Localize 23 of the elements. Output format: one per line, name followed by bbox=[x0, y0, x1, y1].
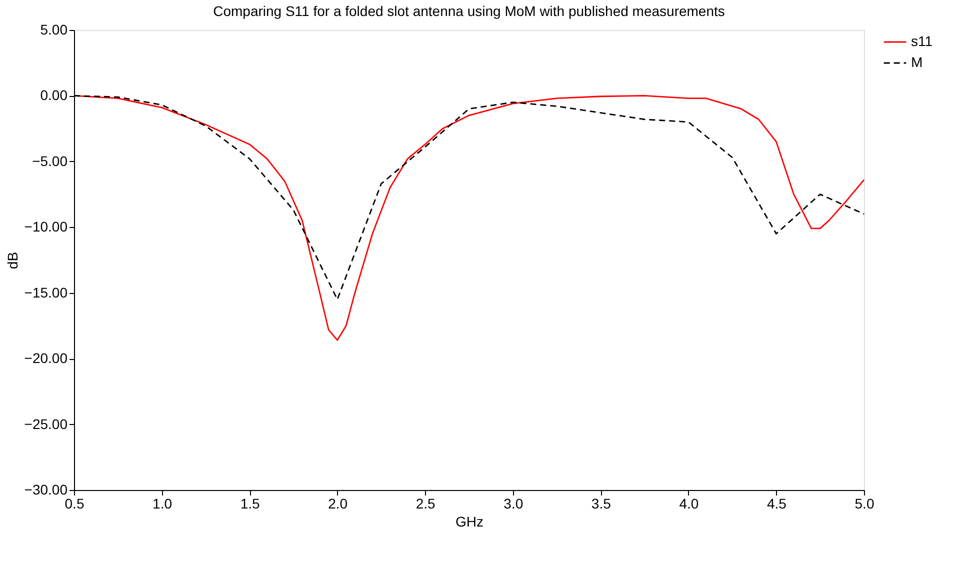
x-tick-label: 1.5 bbox=[240, 496, 260, 512]
x-tick-label: 3.0 bbox=[504, 496, 524, 512]
y-tick-label: −10.00 bbox=[24, 218, 68, 235]
x-tick-label: 4.0 bbox=[679, 496, 699, 512]
y-tick-label: 0.00 bbox=[40, 87, 68, 104]
legend-label: M bbox=[911, 54, 923, 70]
x-tick-label: 1.0 bbox=[152, 496, 172, 512]
x-tick-label: 0.5 bbox=[64, 496, 84, 512]
x-tick-label: 4.5 bbox=[766, 496, 787, 512]
x-tick-label: 3.5 bbox=[591, 496, 612, 512]
y-tick-label: −25.00 bbox=[24, 416, 68, 432]
x-axis-title: GHz bbox=[456, 514, 484, 530]
legend-label: s11 bbox=[911, 33, 933, 49]
chart-title: Comparing S11 for a folded slot antenna using MoM with published measurements bbox=[213, 3, 725, 19]
y-tick-label: 5.00 bbox=[40, 22, 68, 38]
y-tick-label: −20.00 bbox=[24, 350, 68, 366]
y-axis-title: dB bbox=[4, 252, 20, 270]
y-tick-label: −5.00 bbox=[32, 152, 68, 169]
x-tick-label: 2.5 bbox=[416, 496, 436, 512]
x-tick-label: 5.0 bbox=[854, 496, 874, 512]
y-tick-label: −30.00 bbox=[24, 482, 68, 498]
x-tick-label: 2.0 bbox=[328, 496, 348, 512]
y-tick-label: −15.00 bbox=[24, 284, 68, 300]
